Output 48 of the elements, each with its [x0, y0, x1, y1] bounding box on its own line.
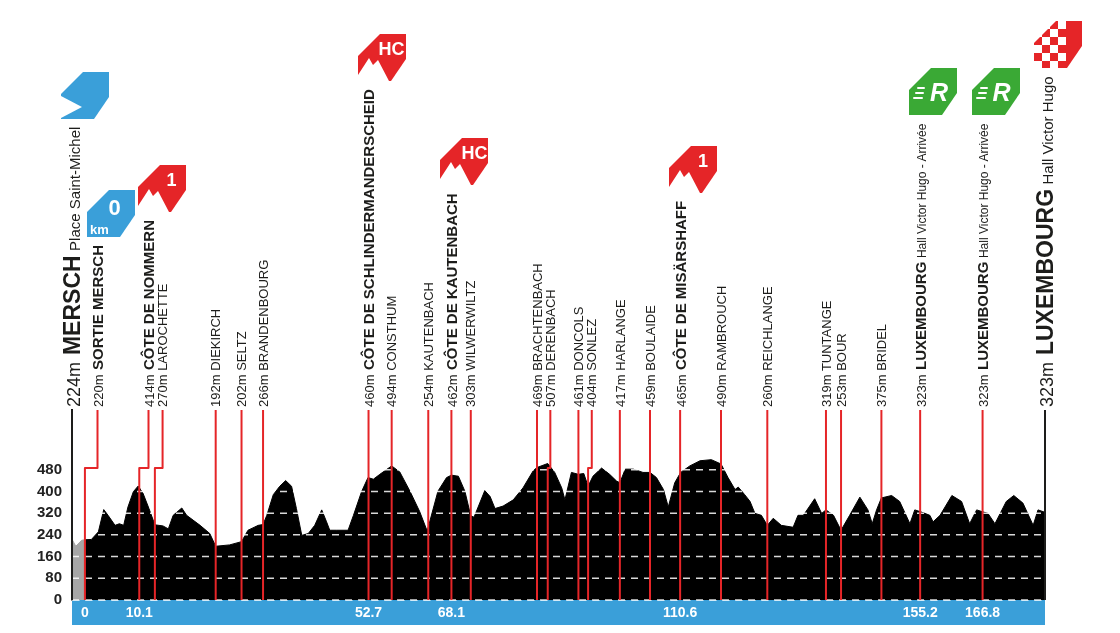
ref-line-label: 260m REICHLANGE — [759, 286, 775, 407]
y-tick-label: 160 — [36, 546, 62, 564]
x-tick-label: 166.8 — [965, 604, 1001, 621]
ref-line-label: 270m LAROCHETTE — [155, 283, 171, 407]
ref-line-label: 375m BRIDEL — [874, 323, 890, 407]
ref-line-label: 459m BOULAIDE — [642, 304, 658, 407]
text: R — [992, 77, 1011, 106]
x-tick-label: 110.6 — [662, 604, 698, 621]
text: HC — [378, 39, 405, 60]
ref-line-label: 417m HARLANGE — [612, 299, 628, 407]
ref-line-label: 461m DONCOLS — [571, 306, 587, 407]
text: 0 km — [90, 194, 121, 237]
text: R — [930, 77, 949, 106]
text: HC — [461, 143, 488, 164]
ref-line-label: 465m CÔTE DE MISÄRSHAFF — [671, 200, 689, 407]
x-tick-label: 0 — [81, 604, 90, 621]
text: 1 — [166, 169, 177, 190]
ref-line-label: 460m CÔTE DE SCHLINDERMANDERSCHEID — [359, 88, 377, 407]
ref-line-label: 319m TUNTANGE — [818, 300, 834, 407]
ref-line-label: 507m DERENBACH — [543, 289, 559, 407]
ref-line-label: 323m LUXEMBOURG Hall Victor Hugo - Arrivée — [973, 123, 991, 407]
ref-line-label: 254m KAUTENBACH — [420, 282, 436, 407]
ref-line-label: 462m CÔTE DE KAUTENBACH — [442, 193, 460, 407]
x-tick-label: 10.1 — [125, 604, 154, 621]
y-tick-label: 80 — [45, 568, 62, 586]
y-tick-label: 0 — [53, 590, 62, 608]
ref-line-label: 323m LUXEMBOURG Hall Victor Hugo - Arrivée — [911, 123, 929, 407]
y-tick-label: 480 — [36, 459, 62, 477]
x-tick-label: 52.7 — [354, 604, 383, 621]
x-tick-label: 155.2 — [902, 604, 938, 621]
y-tick-label: 240 — [36, 525, 62, 542]
ref-line-label: 253m BOUR — [833, 333, 849, 407]
ref-line-label: 192m DIEKIRCH — [208, 308, 224, 407]
ref-line-label: 220m SORTIE MERSCH — [88, 244, 106, 407]
ref-line-label: 414m CÔTE DE NOMMERN — [139, 219, 157, 407]
ref-line-label: 224m MERSCH Place Saint-Michel — [59, 126, 86, 407]
y-tick-label: 400 — [36, 481, 62, 499]
text: 1 — [698, 150, 709, 171]
ref-line-label: 303m WILWERWILTZ — [463, 280, 479, 407]
ref-line-label: 490m RAMBROUCH — [713, 285, 729, 407]
ref-line-label: 323m LUXEMBOURG Hall Victor Hugo — [1032, 76, 1059, 407]
ref-line-label: 202m SELTZ — [234, 331, 250, 407]
x-tick-label: 68.1 — [437, 604, 466, 621]
ref-line-label: 266m BRANDENBOURG — [255, 259, 271, 407]
y-tick-label: 320 — [36, 503, 62, 521]
ref-line-label: 469m BRACHTENBACH — [529, 263, 545, 407]
ref-line-label: 404m SONLEZ — [584, 318, 600, 407]
ref-line-label: 494m CONSTHUM — [384, 295, 400, 407]
